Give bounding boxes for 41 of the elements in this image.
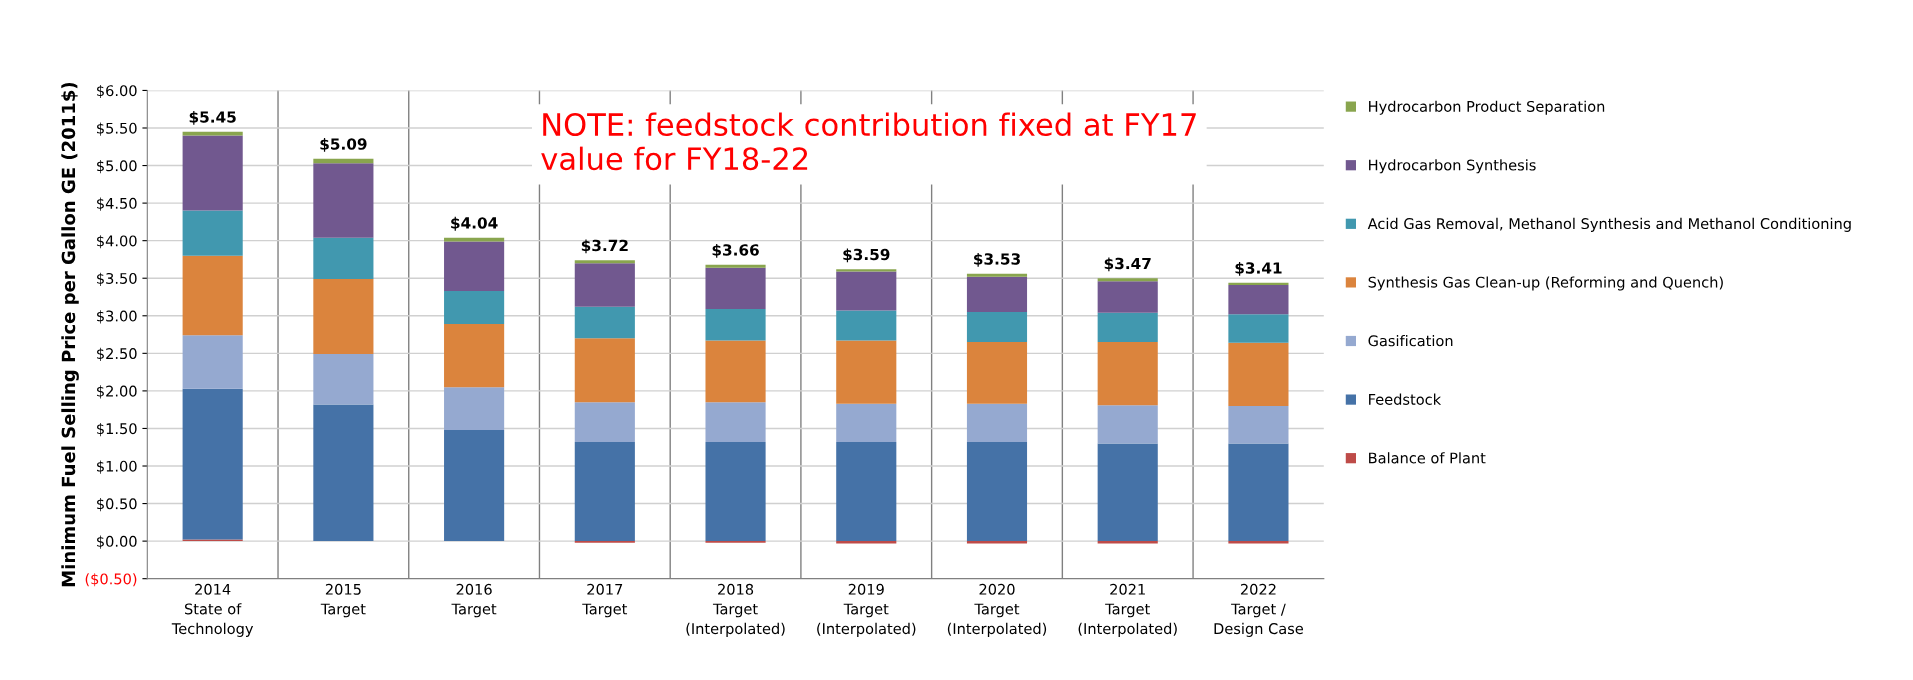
y-tick-label: $2.00 [97, 385, 137, 399]
x-tick-label: 2014 State of Technology [171, 583, 254, 637]
y-tick-label: $5.50 [97, 122, 137, 136]
y-tick-label: $6.00 [97, 84, 137, 99]
legend-label: Hydrocarbon Product Separation [1369, 100, 1605, 115]
x-tick-label: 2022 Target / Design Case [1214, 583, 1303, 637]
y-tick-label: $4.50 [97, 197, 137, 211]
legend-label: Gasification [1368, 335, 1453, 347]
legend-label: Feedstock [1369, 393, 1442, 405]
total-label: $3.59 [843, 248, 890, 263]
annotation: NOTE: feedstock contribution fixed at FY17 value for FY18-22 [541, 112, 1196, 171]
y-tick-label: $2.50 [97, 347, 137, 362]
y-tick-label: $1.50 [97, 422, 137, 437]
y-tick-label: ($0.50) [85, 573, 137, 587]
y-axis-title: Minimum Fuel Selling Price per Gallon GE (2011$) [61, 82, 79, 587]
x-tick-label: 2016 Target [451, 583, 497, 618]
total-label: $4.04 [451, 216, 498, 231]
x-tick-label: 2017 Target [582, 583, 628, 618]
x-tick-label: 2015 Target [320, 583, 366, 618]
y-tick-label: $4.00 [97, 235, 137, 249]
x-tick-label: 2020 Target (Interpolated) [947, 583, 1047, 637]
total-label: $3.53 [974, 252, 1020, 267]
x-tick-label: 2018 Target (Interpolated) [686, 583, 785, 637]
y-tick-label: $5.00 [97, 160, 137, 174]
y-tick-label: $1.00 [97, 460, 137, 474]
total-label: $5.09 [320, 138, 367, 152]
total-label: $3.47 [1104, 257, 1151, 272]
total-label: $3.72 [581, 239, 628, 254]
y-tick-label: $3.50 [97, 272, 137, 286]
total-label: $5.45 [189, 110, 236, 125]
total-label: $3.41 [1235, 261, 1282, 276]
legend-label: Acid Gas Removal, Methanol Synthesis and Methanol Conditioning [1367, 217, 1851, 232]
legend-label: Balance of Plant [1369, 452, 1486, 464]
x-tick-label: 2019 Target (Interpolated) [817, 583, 916, 637]
x-tick-label: 2021 Target (Interpolated) [1078, 583, 1177, 637]
legend-label: Hydrocarbon Synthesis [1369, 159, 1536, 174]
y-tick-label: $0.50 [97, 498, 137, 512]
y-tick-label: $3.00 [97, 310, 137, 324]
y-tick-label: $0.00 [97, 535, 137, 549]
total-label: $3.66 [712, 243, 759, 258]
legend-label: Synthesis Gas Clean-up (Reforming and Quench) [1368, 276, 1723, 291]
